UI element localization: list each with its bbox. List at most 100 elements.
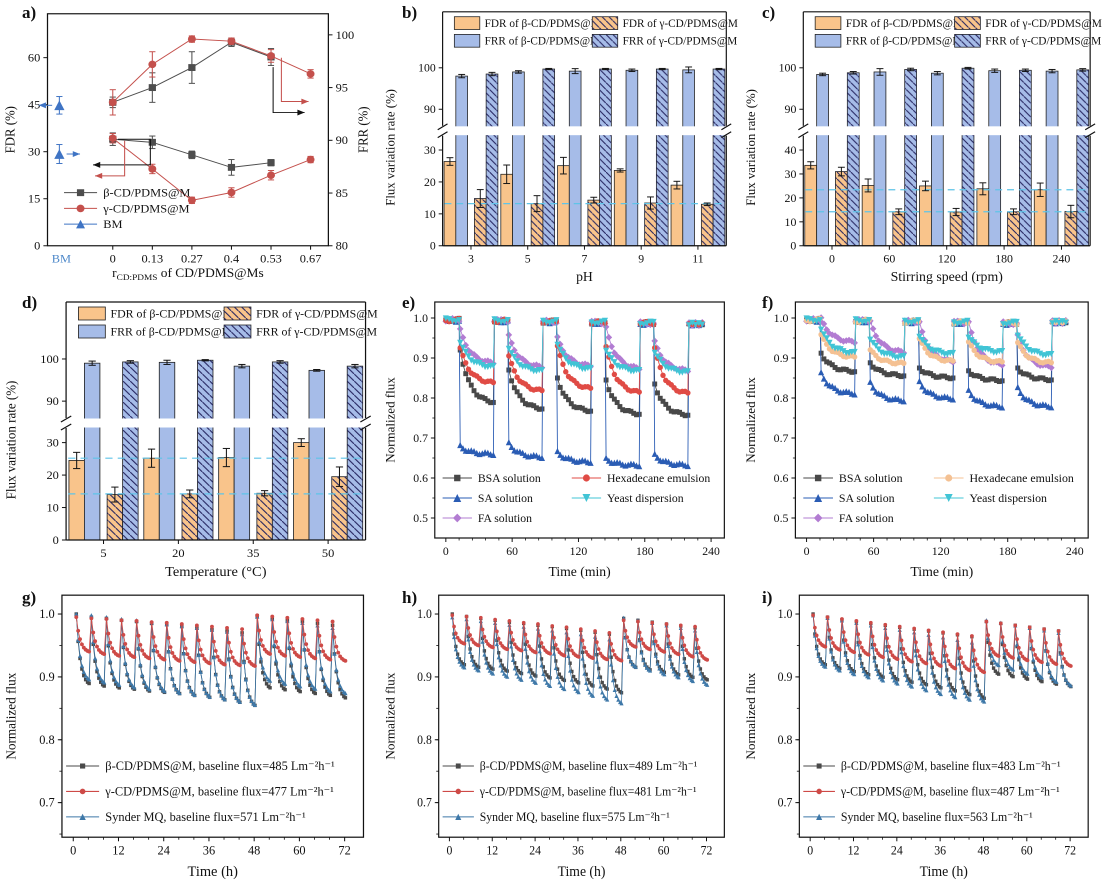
svg-text:90: 90 (424, 103, 436, 116)
svg-text:0.9: 0.9 (778, 670, 793, 684)
svg-text:γ-CD/PDMS@M, baseline flux=481: γ-CD/PDMS@M, baseline flux=481 Lm⁻²h⁻¹ (479, 784, 697, 798)
chart-g-canvas: 0.7 0.8 0.9 1.0 0 12 24 36 48 60 72 Time (h) Normali… (3, 594, 365, 880)
svg-text:120: 120 (938, 252, 956, 266)
svg-text:0.9: 0.9 (413, 351, 428, 365)
panel-c: c) 0 10 20 30 40 90 100 0 60 120 180 240 Stirring sp… (740, 0, 1104, 290)
svg-text:FRR of γ-CD/PDMS@M: FRR of γ-CD/PDMS@M (256, 326, 378, 339)
svg-text:FRR of γ-CD/PDMS@M: FRR of γ-CD/PDMS@M (985, 36, 1101, 48)
svg-text:80: 80 (336, 239, 348, 253)
svg-text:1.0: 1.0 (413, 311, 428, 325)
legend-g: β-CD/PDMS@M, baseline flux=485 Lm⁻²h⁻¹ γ-… (66, 759, 335, 824)
svg-text:0.8: 0.8 (413, 391, 428, 405)
svg-text:0.7: 0.7 (417, 795, 432, 809)
bars (443, 68, 726, 247)
panel-i: i) 0.7 0.8 0.9 1.0 0 12 24 36 48 60 72 Time (h) Norm… (740, 585, 1104, 885)
svg-text:85: 85 (336, 186, 348, 200)
svg-text:FA solution: FA solution (839, 511, 894, 525)
svg-text:Normalized flux: Normalized flux (384, 377, 398, 463)
series-yeast-dispersion (442, 315, 706, 376)
svg-text:0: 0 (829, 252, 835, 266)
legend-a: β-CD/PDMS@M γ-CD/PDMS@MBM (64, 186, 191, 231)
svg-text:0.13: 0.13 (142, 252, 164, 266)
svg-text:30: 30 (424, 144, 436, 157)
plot-a: 0 15 30 45 60 80 85 90 95 100 0 0.13 0.27 0.4 0.53 0.67… (2, 13, 371, 283)
svg-text:1.0: 1.0 (39, 607, 54, 621)
svg-text:Synder MQ, baseline flux=575 L: Synder MQ, baseline flux=575 Lm⁻²h⁻¹ (480, 810, 670, 824)
svg-text:1.0: 1.0 (417, 607, 432, 621)
svg-text:36: 36 (572, 843, 584, 857)
svg-text:Temperature (°C): Temperature (°C) (165, 564, 267, 580)
svg-text:72: 72 (338, 844, 350, 858)
svg-text:FRR of γ-CD/PDMS@M: FRR of γ-CD/PDMS@M (623, 36, 738, 48)
series-fa-solution (803, 314, 1070, 372)
svg-text:1.0: 1.0 (774, 311, 789, 325)
series-1 (811, 613, 1073, 675)
svg-text:rCD:PDMS of CD/PDMS@Ms: rCD:PDMS of CD/PDMS@Ms (112, 266, 264, 283)
svg-text:FDR of γ-CD/PDMS@M: FDR of γ-CD/PDMS@M (623, 18, 738, 30)
svg-text:36: 36 (934, 843, 946, 857)
svg-text:Yeast dispersion: Yeast dispersion (969, 491, 1047, 505)
panel-e: e) 0.5 0.6 0.7 0.8 0.9 1.0 0 60 120 180 240 Time (m… (380, 290, 740, 585)
svg-text:SA solution: SA solution (839, 491, 895, 505)
svg-text:5: 5 (100, 546, 106, 560)
series-2 (450, 615, 710, 706)
svg-text:90: 90 (46, 394, 58, 408)
svg-text:60: 60 (868, 544, 880, 558)
svg-text:100: 100 (779, 61, 797, 75)
svg-text:50: 50 (322, 546, 334, 560)
plot-d: 0 10 20 30 90 100 5 20 35 50 Temperature (°C) Flux … (3, 301, 378, 580)
svg-text:100: 100 (40, 352, 59, 366)
series-sa-solution (442, 315, 706, 470)
svg-text:Hexadecane emulsion: Hexadecane emulsion (969, 471, 1073, 485)
series-1 (450, 613, 710, 663)
plot-h: 0.7 0.8 0.9 1.0 0 12 24 36 48 60 72 Time (h) Normali… (383, 594, 725, 880)
svg-text:Normalized flux: Normalized flux (383, 672, 398, 760)
svg-text:12: 12 (112, 844, 124, 858)
svg-text:Time (h): Time (h) (558, 865, 606, 880)
svg-text:Yeast dispersion: Yeast dispersion (607, 491, 684, 505)
svg-text:60: 60 (506, 544, 518, 558)
plot-b: 0 10 20 30 90 100 3 5 7 9 11 pH Flux variation rate … (384, 11, 738, 284)
svg-text:15: 15 (28, 192, 40, 206)
plot-f: 0.5 0.6 0.7 0.8 0.9 1.0 0 60 120 180 240 Time (min)… (743, 301, 1089, 580)
svg-text:7: 7 (582, 252, 588, 265)
panel-g: g) 0.7 0.8 0.9 1.0 0 12 24 36 48 60 72 Time (h) Norm… (0, 585, 380, 885)
svg-text:FRR of β-CD/PDMS@M: FRR of β-CD/PDMS@M (485, 36, 600, 48)
svg-text:24: 24 (529, 843, 541, 857)
svg-text:40: 40 (785, 143, 797, 157)
panel-h-label: h) (402, 588, 418, 607)
svg-text:0: 0 (70, 844, 76, 858)
svg-text:β-CD/PDMS@M: β-CD/PDMS@M (103, 186, 190, 200)
svg-text:0.8: 0.8 (417, 733, 432, 747)
svg-text:11: 11 (692, 252, 703, 265)
svg-text:0.9: 0.9 (39, 670, 54, 684)
panel-h: h) 0.7 0.8 0.9 1.0 0 12 24 36 48 60 72 Time (h) Norm… (380, 585, 740, 885)
svg-text:30: 30 (46, 436, 58, 450)
svg-text:60: 60 (293, 844, 305, 858)
svg-text:Hexadecane emulsion: Hexadecane emulsion (607, 471, 710, 485)
svg-text:24: 24 (158, 844, 170, 858)
series-1 (74, 613, 348, 668)
svg-text:24: 24 (891, 843, 903, 857)
axis-indicator-arrows (38, 57, 309, 179)
svg-text:BSA solution: BSA solution (478, 471, 541, 485)
svg-text:48: 48 (248, 844, 260, 858)
panel-g-label: g) (22, 588, 37, 607)
svg-text:0: 0 (443, 544, 449, 558)
svg-text:0.53: 0.53 (260, 252, 282, 266)
panel-d: d) 0 10 20 30 90 100 5 20 35 50 Temperature (°C) Fl… (0, 290, 380, 585)
svg-text:0.67: 0.67 (300, 252, 322, 266)
svg-text:FDR of γ-CD/PDMS@M: FDR of γ-CD/PDMS@M (256, 308, 378, 321)
chart-d-canvas: 0 10 20 30 90 100 5 20 35 50 Temperature (°C) Flux … (3, 301, 378, 580)
panel-a-label: a) (22, 3, 37, 22)
legend-i: β-CD/PDMS@M, baseline flux=483 Lm⁻²h⁻¹ γ-… (803, 759, 1061, 824)
svg-text:FRR (%): FRR (%) (355, 107, 370, 153)
svg-text:β-CD/PDMS@M, baseline flux=485: β-CD/PDMS@M, baseline flux=485 Lm⁻²h⁻¹ (105, 759, 335, 773)
svg-text:48: 48 (615, 843, 627, 857)
svg-text:48: 48 (978, 843, 990, 857)
panel-e-label: e) (402, 293, 416, 312)
svg-text:Normalized flux: Normalized flux (743, 377, 758, 463)
svg-text:120: 120 (932, 544, 950, 558)
series-yeast-dispersion (803, 315, 1069, 361)
